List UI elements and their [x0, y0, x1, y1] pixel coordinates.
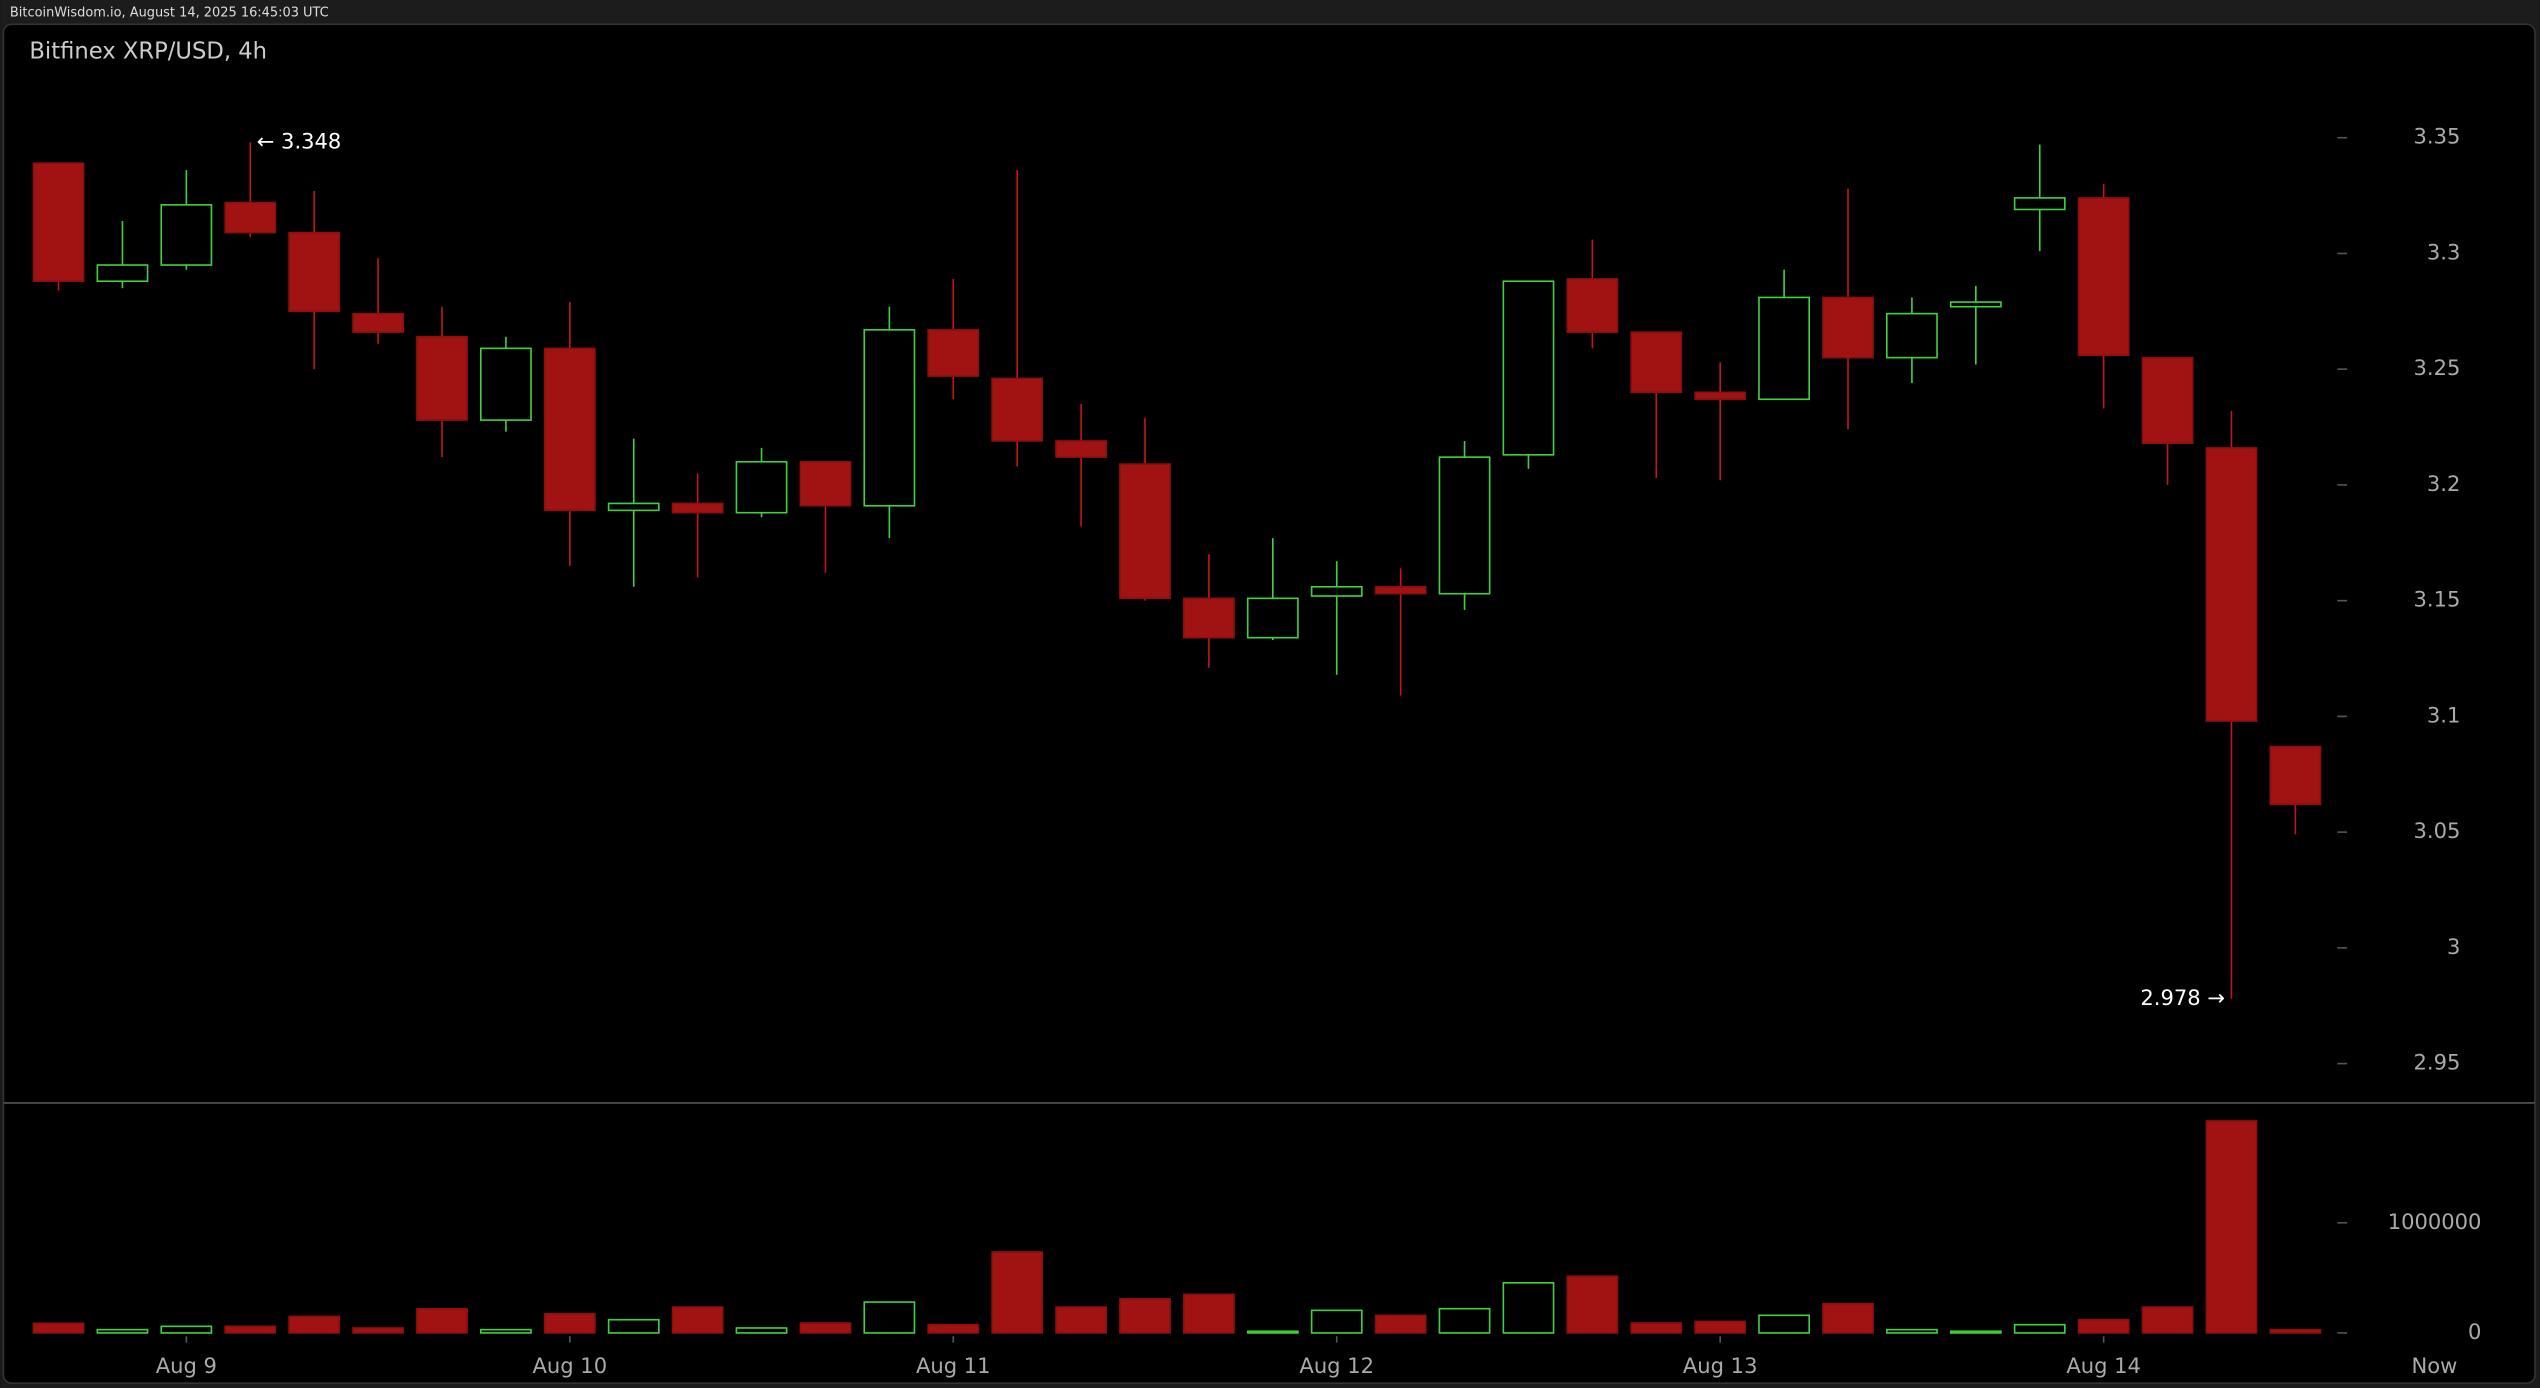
volume-bar — [160, 1325, 213, 1334]
candle-body — [479, 347, 532, 421]
x-tick-label: Aug 9 — [156, 1353, 217, 1378]
volume-bar — [1310, 1309, 1363, 1334]
volume-bar — [416, 1307, 468, 1334]
volume-bar — [479, 1328, 532, 1334]
candle-body — [2269, 745, 2322, 806]
candle-body — [224, 201, 277, 234]
annotation: ← 3.348 — [257, 128, 342, 153]
volume-bar — [1949, 1330, 2002, 1334]
volume-bar — [991, 1251, 1044, 1334]
volume-bar — [799, 1322, 852, 1334]
candle-body — [1694, 391, 1747, 401]
volume-bar — [1374, 1314, 1427, 1334]
volume-bar — [1630, 1322, 1683, 1334]
candle-body — [288, 231, 341, 313]
candle-body — [735, 460, 788, 514]
candle-body — [1949, 301, 2002, 308]
candle-body — [1438, 456, 1491, 595]
y-tick-label: 3.05 — [2414, 818, 2461, 843]
candle-body — [2077, 197, 2130, 357]
candle-body — [2013, 197, 2066, 211]
candle-body — [863, 329, 916, 507]
candle-body — [1630, 331, 1683, 394]
volume-bar — [1438, 1307, 1491, 1334]
volume-bar — [1566, 1275, 1619, 1334]
volume-bar — [1182, 1293, 1235, 1334]
candle-body — [1758, 296, 1811, 401]
header: BitcoinWisdom.io, August 14, 2025 16:45:… — [10, 5, 329, 20]
candle-body — [1310, 585, 1363, 597]
annotation: 2.978 → — [2140, 985, 2225, 1010]
volume-bar — [2205, 1120, 2258, 1334]
candle-body — [2141, 356, 2194, 445]
candle-body — [1502, 280, 1555, 456]
candle-body — [991, 377, 1044, 442]
candle-body — [1246, 597, 1299, 639]
candle-body — [927, 329, 980, 377]
volume-bar — [1119, 1297, 1171, 1334]
y-tick-label: 2.95 — [2414, 1050, 2461, 1075]
y-tick-label: 3.3 — [2427, 239, 2460, 264]
volume-bar — [1694, 1320, 1747, 1334]
x-tick-label: Aug 13 — [1683, 1353, 1758, 1378]
candle-body — [2205, 447, 2258, 722]
volume-bar — [735, 1327, 788, 1334]
candle-body — [1822, 296, 1874, 359]
candle-body — [543, 347, 596, 512]
volume-bar — [288, 1315, 341, 1334]
volume-bar — [2269, 1328, 2322, 1334]
candle-body — [1119, 463, 1171, 600]
x-tick-label: Aug 14 — [2066, 1353, 2141, 1378]
y-tick-label: 3.15 — [2414, 587, 2461, 612]
x-tick-label: Aug 12 — [1299, 1353, 1374, 1378]
volume-bar — [543, 1312, 596, 1334]
volume-bar — [1502, 1282, 1555, 1334]
candle-body — [1055, 440, 1108, 458]
volume-tick-label: 0 — [2468, 1319, 2481, 1344]
volume-bar — [1246, 1330, 1299, 1334]
volume-bar — [1885, 1328, 1938, 1334]
candle-body — [96, 264, 149, 283]
y-tick-label: 3.35 — [2414, 124, 2461, 149]
volume-bar — [1822, 1302, 1874, 1334]
candle-body — [352, 312, 404, 333]
candle-body — [1374, 585, 1427, 595]
candle-body — [160, 204, 213, 266]
volume-bar — [2077, 1318, 2130, 1334]
y-tick-label: 3 — [2447, 934, 2460, 959]
now-label: Now — [2412, 1353, 2458, 1378]
candle-body — [671, 502, 724, 514]
volume-bar — [32, 1322, 85, 1334]
candle-body — [416, 335, 468, 421]
y-tick-label: 3.25 — [2414, 355, 2461, 380]
volume-bar — [1055, 1306, 1108, 1334]
volume-bar — [671, 1306, 724, 1334]
x-tick-label: Aug 10 — [533, 1353, 608, 1378]
candle-body — [1566, 278, 1619, 333]
chart-area — [2, 23, 2536, 1384]
volume-bar — [352, 1327, 404, 1334]
volume-bar — [927, 1323, 980, 1334]
volume-bar — [863, 1301, 916, 1334]
candle-body — [607, 502, 660, 512]
y-tick-label: 3.2 — [2427, 471, 2460, 496]
volume-tick-label: 1000000 — [2388, 1209, 2482, 1234]
y-tick-label: 3.1 — [2427, 702, 2460, 727]
candle-body — [1885, 312, 1938, 359]
volume-bar — [224, 1325, 277, 1334]
candle-body — [1182, 597, 1235, 639]
volume-bar — [1758, 1314, 1811, 1334]
volume-bar — [607, 1318, 660, 1334]
candle-body — [799, 460, 852, 507]
volume-bar — [2141, 1306, 2194, 1334]
volume-bar — [96, 1328, 149, 1334]
chart-title: Bitfinex XRP/USD, 4h — [29, 38, 267, 64]
volume-bar — [2013, 1323, 2066, 1334]
candle-body — [32, 162, 85, 283]
x-tick-label: Aug 11 — [916, 1353, 991, 1378]
